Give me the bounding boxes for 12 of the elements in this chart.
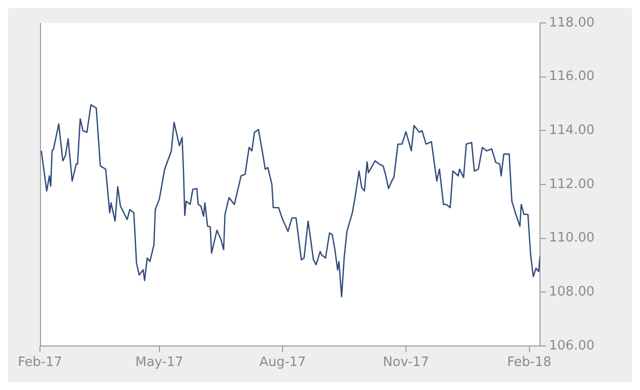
y-tick-label: 114.00 xyxy=(549,123,594,138)
x-tick-label: Feb-17 xyxy=(18,355,62,370)
y-tick-label: 108.00 xyxy=(549,284,594,300)
y-tick-label: 116.00 xyxy=(549,69,594,84)
x-tick-label: May-17 xyxy=(135,355,184,370)
y-tick-label: 110.00 xyxy=(549,230,594,246)
y-tick-label: 106.00 xyxy=(549,338,594,354)
x-tick-label: Feb-18 xyxy=(507,355,552,370)
y-tick-label: 112.00 xyxy=(549,176,594,192)
y-tick-label: 118.00 xyxy=(549,15,594,30)
x-tick-label: Aug-17 xyxy=(259,355,306,370)
x-tick-label: Nov-17 xyxy=(382,355,430,370)
